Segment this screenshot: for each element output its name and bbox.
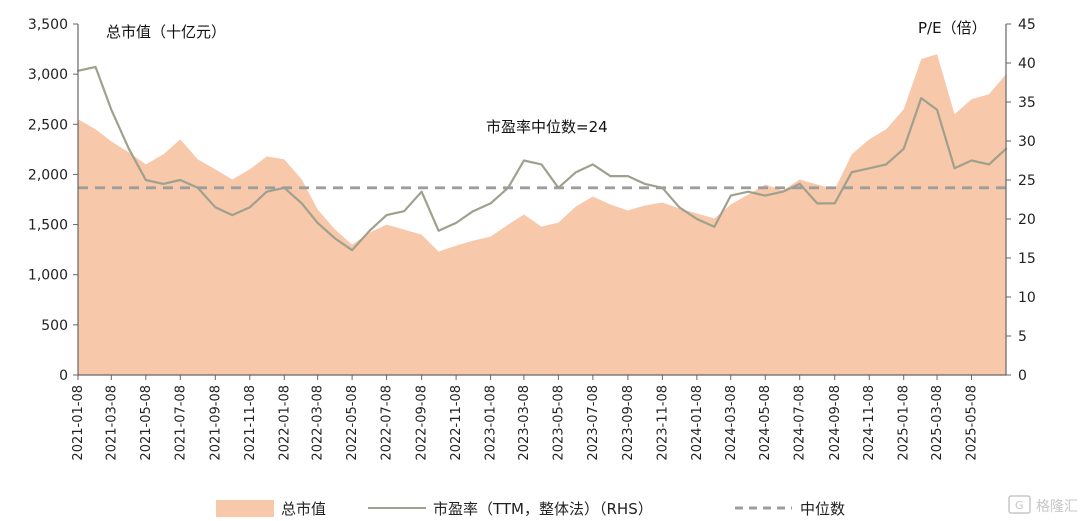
x-axis-tick-label: 2024-07-08	[793, 385, 808, 461]
legend-market-cap-label: 总市值	[281, 500, 326, 518]
x-axis-tick-label: 2023-09-08	[621, 385, 636, 461]
chart-axes	[77, 24, 1007, 376]
x-axis-tick-label: 2022-01-08	[277, 385, 292, 461]
right-axis-tick-label: 15	[1018, 251, 1036, 267]
legend-pe-label: 市盈率（TTM，整体法）（RHS）	[433, 500, 653, 518]
x-axis-ticks: 2021-01-08 2021-03-08 2021-05-08 2021-07-08…	[71, 375, 980, 461]
left-axis-title: 总市值（十亿元）	[106, 23, 226, 41]
right-axis-tick-label: 30	[1018, 134, 1036, 150]
x-axis-tick-label: 2022-07-08	[380, 385, 395, 461]
right-axis-tick-label: 5	[1018, 329, 1027, 345]
right-axis-ticks: 0 5 10 15 20 25 30 35 40 45	[1006, 17, 1036, 384]
x-axis-tick-label: 2021-03-08	[104, 385, 119, 461]
left-axis-tick-label: 3,000	[28, 67, 68, 83]
left-axis-tick-label: 1,000	[28, 268, 68, 284]
right-axis-tick-label: 10	[1018, 290, 1036, 306]
legend-market-cap-swatch	[216, 500, 274, 517]
watermark-text: 格隆汇	[1036, 499, 1078, 515]
x-axis-tick-label: 2022-05-08	[345, 385, 360, 461]
left-axis-tick-label: 1,500	[28, 218, 68, 234]
legend-median-label: 中位数	[800, 500, 845, 518]
market-cap-area	[78, 54, 1006, 375]
left-axis-tick-label: 0	[59, 368, 68, 384]
x-axis-tick-label: 2023-11-08	[655, 385, 670, 461]
right-axis-tick-label: 35	[1018, 95, 1036, 111]
x-axis-tick-label: 2025-03-08	[930, 385, 945, 461]
x-axis-tick-label: 2021-05-08	[139, 385, 154, 461]
pe-line	[76, 65, 1008, 252]
left-axis-tick-label: 2,000	[28, 167, 68, 183]
pe-line-layer	[76, 65, 1008, 252]
x-axis-tick-label: 2022-03-08	[311, 385, 326, 461]
left-axis-tick-label: 500	[41, 318, 68, 334]
x-axis-tick-label: 2025-01-08	[897, 385, 912, 461]
x-axis-tick-label: 2024-05-08	[758, 385, 773, 461]
right-axis-tick-label: 0	[1018, 368, 1027, 384]
x-axis-tick-label: 2024-11-08	[862, 385, 877, 461]
right-axis-title: P/E（倍）	[918, 19, 987, 37]
median-annotation: 市盈率中位数=24	[486, 118, 608, 136]
watermark: G 格隆汇	[1008, 495, 1078, 515]
left-axis-ticks: 0 500 1,000 1,500 2,000 2,500 3,000 3,500	[28, 17, 78, 384]
x-axis-tick-label: 2023-01-08	[484, 385, 499, 461]
x-axis-tick-label: 2021-07-08	[173, 385, 188, 461]
x-axis-tick-label: 2023-03-08	[517, 385, 532, 461]
x-axis-tick-label: 2022-11-08	[449, 385, 464, 461]
left-axis-tick-label: 3,500	[28, 17, 68, 33]
x-axis-tick-label: 2021-01-08	[71, 385, 86, 461]
right-axis-tick-label: 20	[1018, 212, 1036, 228]
x-axis-tick-label: 2021-11-08	[243, 385, 258, 461]
x-axis-tick-label: 2023-05-08	[551, 385, 566, 461]
x-axis-tick-label: 2021-09-08	[208, 385, 223, 461]
watermark-logo-box	[1008, 495, 1031, 514]
market-cap-area-layer	[78, 54, 1006, 375]
chart-legend: 总市值 市盈率（TTM，整体法）（RHS） 中位数	[216, 500, 845, 518]
x-axis-tick-label: 2024-03-08	[724, 385, 739, 461]
x-axis-tick-label: 2023-07-08	[586, 385, 601, 461]
right-axis-tick-label: 45	[1018, 17, 1036, 33]
watermark-logo-glyph: G	[1015, 499, 1024, 512]
right-axis-tick-label: 40	[1018, 56, 1036, 72]
left-axis-tick-label: 2,500	[28, 117, 68, 133]
x-axis-tick-label: 2024-01-08	[690, 385, 705, 461]
x-axis-tick-label: 2025-05-08	[965, 385, 980, 461]
x-axis-tick-label: 2024-09-08	[828, 385, 843, 461]
right-axis-tick-label: 25	[1018, 173, 1036, 189]
x-axis-tick-label: 2022-09-08	[415, 385, 430, 461]
